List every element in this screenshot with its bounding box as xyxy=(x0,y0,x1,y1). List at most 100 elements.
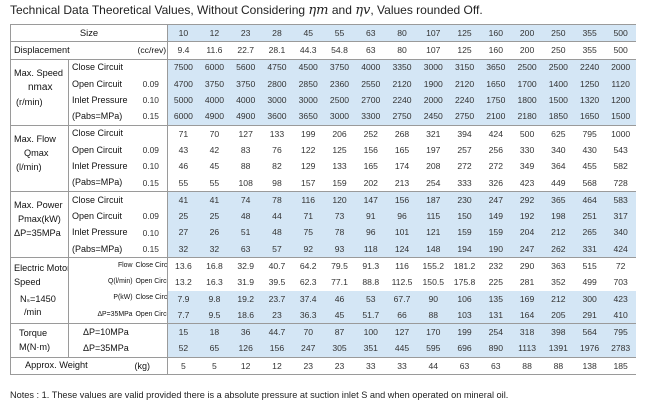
value-cell: 125 xyxy=(332,144,347,155)
value-cell: 7.7 xyxy=(167,307,199,324)
max_power-row: Max. Power Pmax(kW) ΔP=35MPa Close Circuit 4… xyxy=(10,190,636,258)
value-cell: 88 xyxy=(511,356,543,376)
max_speed-row-label: (Pabs=MPa) xyxy=(72,111,123,122)
displacement-label: Displacement xyxy=(10,41,135,60)
value-cell: 52 xyxy=(167,340,199,358)
torque-unit: M(N·m) xyxy=(19,341,51,352)
value-cell: 10 xyxy=(167,23,199,42)
value-cell: 26 xyxy=(198,224,231,241)
value-cell: 318 xyxy=(511,323,543,341)
value-cell: 3750 xyxy=(198,75,231,93)
value-cell: 133 xyxy=(332,161,347,172)
size-row: Size 10 12 23 28 45 55 63 80 107 125 160 200 250 355 50… xyxy=(9,23,636,42)
value-cell: 43 xyxy=(178,144,189,155)
max_power-row-label: Inlet Pressure xyxy=(72,227,128,238)
value-cell: 230 xyxy=(448,190,481,209)
value-cell: 13.2 xyxy=(175,277,192,288)
value-cell: 4500 xyxy=(292,58,324,76)
value-cell: 3000 xyxy=(417,58,449,76)
value-cell: 131 xyxy=(480,307,512,324)
value-cell: 424 xyxy=(480,124,512,143)
value-cell: 2360 xyxy=(323,75,356,93)
value-cell: 365 xyxy=(542,190,574,209)
value-cell: 18 xyxy=(198,323,231,341)
value-cell: 1900 xyxy=(417,75,449,93)
value-cell: 175.8 xyxy=(453,277,476,288)
max_speed-row: Open Circuit 0.09 4700 3750 3750 2800 2850 2360… xyxy=(11,75,636,93)
value-cell: 1391 xyxy=(542,340,574,358)
max_flow-label: Max. Flow Qmax (l/min) xyxy=(10,124,69,192)
value-cell: 70 xyxy=(292,323,324,341)
value-cell: 4750 xyxy=(261,58,293,76)
value-cell: 340 xyxy=(551,144,566,155)
notes-text: Notes : 1. These values are valid provid… xyxy=(10,390,509,400)
value-cell: 499 xyxy=(582,277,597,288)
value-cell: 568 xyxy=(582,177,597,188)
value-cell: 41 xyxy=(167,190,199,209)
value-cell: 423 xyxy=(519,177,535,188)
displacement-unit: (cc/rev) xyxy=(134,41,169,60)
value-cell: 88.8 xyxy=(362,277,380,288)
motor-speed-row: P(kW)Close Circuit7.99.819.223.737.44653… xyxy=(11,290,636,308)
value-cell: 250 xyxy=(542,23,574,42)
value-cell: 32 xyxy=(198,240,231,258)
value-cell: 2120 xyxy=(386,75,418,93)
value-cell: 3000 xyxy=(261,92,293,109)
max_speed-row-label: Open Circuit xyxy=(72,78,123,89)
value-cell: 25 xyxy=(198,208,231,225)
value-cell: 159 xyxy=(448,224,481,241)
value-cell: 247 xyxy=(480,190,512,209)
value-cell: 625 xyxy=(542,124,574,143)
value-cell: 45 xyxy=(209,161,220,172)
value-cell: 156 xyxy=(386,190,418,209)
value-cell: 53 xyxy=(355,290,387,308)
max_speed-label: Max. Speed nmax (r/min) xyxy=(10,58,69,126)
value-cell: 5600 xyxy=(230,58,262,76)
value-cell: 122 xyxy=(301,144,316,155)
value-cell: 272 xyxy=(457,161,472,172)
value-cell: 46 xyxy=(323,290,356,308)
value-cell: 449 xyxy=(551,177,566,188)
value-cell: 2500 xyxy=(511,58,543,76)
value-cell: 1120 xyxy=(605,75,636,93)
value-cell: 3000 xyxy=(323,108,356,126)
value-cell: 2120 xyxy=(448,75,481,93)
value-cell: 108 xyxy=(238,177,253,188)
value-cell: 48 xyxy=(230,208,262,225)
max_power-label: Max. Power Pmax(kW) ΔP=35MPa xyxy=(10,190,69,258)
value-cell: 169 xyxy=(511,290,543,308)
value-cell: 28 xyxy=(261,23,293,42)
value-cell: 352 xyxy=(551,277,566,288)
value-cell: 2550 xyxy=(355,75,387,93)
value-cell: 2750 xyxy=(448,108,481,126)
value-cell: 36 xyxy=(230,323,262,341)
value-cell: 351 xyxy=(355,340,387,358)
value-cell: 185 xyxy=(605,356,636,376)
value-cell: 1750 xyxy=(480,92,512,109)
value-cell: 3000 xyxy=(292,92,324,109)
max_power-label-line: Pmax(kW) xyxy=(18,214,61,225)
value-cell: 2240 xyxy=(573,58,606,76)
value-cell: 88 xyxy=(542,356,574,376)
max_speed-pressure xyxy=(134,58,169,76)
value-cell: 116 xyxy=(386,257,418,275)
value-cell: 65 xyxy=(198,340,231,358)
value-cell: 96 xyxy=(386,208,418,225)
value-cell: 423 xyxy=(605,290,636,308)
value-cell: 252 xyxy=(355,124,387,143)
value-cell: 204 xyxy=(511,224,543,241)
value-cell: 121 xyxy=(417,224,449,241)
value-cell: 62.3 xyxy=(299,277,317,288)
value-cell: 5 xyxy=(167,356,199,376)
value-cell: 9.8 xyxy=(198,290,231,308)
torque-row: Torque M(N·m) ΔP=10MPa 15 18 36 44.7 70 87 100 127… xyxy=(10,323,636,358)
technical-data-table: Size 10 12 23 28 45 55 63 80 107 125 160 200 250 355 50… xyxy=(9,23,636,376)
value-cell: 157 xyxy=(301,177,316,188)
max_speed-row: Inlet Pressure 0.10 5000 4000 4000 3000 3000 25… xyxy=(11,92,636,109)
value-cell: 430 xyxy=(582,144,597,155)
max_power-row-label: (Pabs=MPa) xyxy=(72,243,123,254)
value-cell: 254 xyxy=(480,323,512,341)
value-cell: 1113 xyxy=(511,340,543,358)
value-cell: 212 xyxy=(542,290,574,308)
